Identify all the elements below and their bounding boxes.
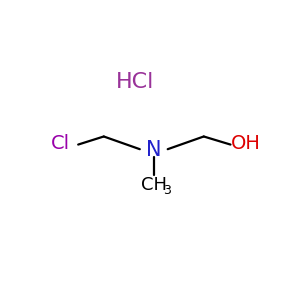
Text: Cl: Cl <box>51 134 70 153</box>
Text: CH: CH <box>141 176 167 194</box>
Text: OH: OH <box>231 134 260 153</box>
Text: N: N <box>146 140 161 160</box>
Text: HCl: HCl <box>116 72 154 92</box>
Text: 3: 3 <box>163 184 170 197</box>
